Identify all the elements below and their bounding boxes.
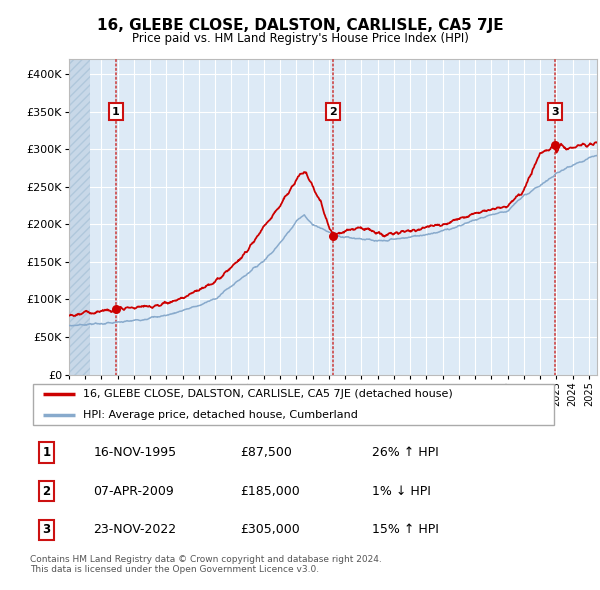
Text: Contains HM Land Registry data © Crown copyright and database right 2024.
This d: Contains HM Land Registry data © Crown c… (30, 555, 382, 574)
Text: 26% ↑ HPI: 26% ↑ HPI (372, 446, 439, 459)
FancyBboxPatch shape (32, 384, 554, 425)
Text: Price paid vs. HM Land Registry's House Price Index (HPI): Price paid vs. HM Land Registry's House … (131, 32, 469, 45)
Text: 1: 1 (43, 446, 50, 459)
Text: 3: 3 (551, 107, 559, 117)
Text: £87,500: £87,500 (240, 446, 292, 459)
Text: 16, GLEBE CLOSE, DALSTON, CARLISLE, CA5 7JE (detached house): 16, GLEBE CLOSE, DALSTON, CARLISLE, CA5 … (83, 389, 452, 399)
Text: 3: 3 (43, 523, 50, 536)
Text: 2: 2 (43, 484, 50, 498)
Text: £185,000: £185,000 (240, 484, 299, 498)
Text: 1: 1 (112, 107, 119, 117)
Text: 16, GLEBE CLOSE, DALSTON, CARLISLE, CA5 7JE: 16, GLEBE CLOSE, DALSTON, CARLISLE, CA5 … (97, 18, 503, 32)
Text: £305,000: £305,000 (240, 523, 299, 536)
Text: 15% ↑ HPI: 15% ↑ HPI (372, 523, 439, 536)
Text: 07-APR-2009: 07-APR-2009 (94, 484, 174, 498)
Text: 16-NOV-1995: 16-NOV-1995 (94, 446, 176, 459)
Text: 23-NOV-2022: 23-NOV-2022 (94, 523, 176, 536)
Text: 1% ↓ HPI: 1% ↓ HPI (372, 484, 431, 498)
Text: HPI: Average price, detached house, Cumberland: HPI: Average price, detached house, Cumb… (83, 410, 358, 420)
Text: 2: 2 (329, 107, 337, 117)
